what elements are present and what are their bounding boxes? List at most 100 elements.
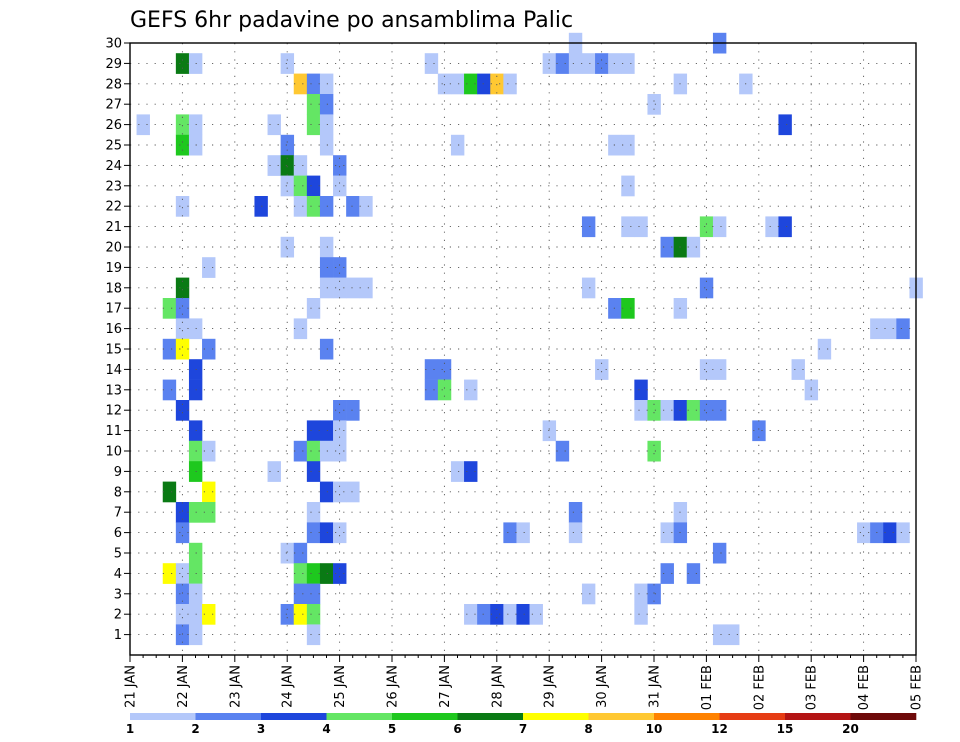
y-tick-label: 3 — [114, 587, 122, 602]
heatmap-cell — [319, 196, 334, 217]
heatmap-cell — [883, 522, 897, 544]
heatmap-cell — [293, 542, 308, 564]
heatmap-cell — [765, 216, 779, 238]
y-tick-label: 21 — [105, 220, 122, 235]
y-tick-label: 14 — [105, 363, 122, 378]
heatmap-cell — [267, 155, 281, 176]
heatmap-cell — [333, 277, 347, 299]
x-tick-label: 26 JAN — [386, 665, 401, 708]
y-tick-label: 7 — [114, 506, 122, 521]
heatmap-cell — [424, 359, 439, 380]
heatmap-cell — [712, 216, 727, 238]
heatmap-cell — [686, 563, 701, 584]
heatmap-cell — [621, 53, 635, 74]
y-tick-label: 19 — [105, 261, 122, 276]
heatmap-cell — [306, 461, 321, 482]
heatmap-cell — [306, 440, 321, 462]
heatmap-cell — [293, 440, 308, 462]
heatmap-cell — [175, 624, 190, 646]
heatmap-cell — [293, 583, 308, 605]
heatmap-cell — [359, 196, 373, 217]
x-tick-label: 30 JAN — [595, 665, 610, 708]
heatmap-cell — [778, 114, 792, 136]
x-tick-label: 31 JAN — [648, 665, 663, 708]
heatmap-cell — [516, 604, 530, 625]
heatmap-cell — [555, 53, 570, 74]
heatmap-cell — [319, 277, 334, 299]
heatmap-cell — [280, 134, 295, 156]
x-tick-label: 22 JAN — [176, 665, 191, 708]
heatmap-cell — [726, 624, 740, 646]
heatmap-cell — [333, 481, 347, 503]
heatmap-cell — [319, 73, 334, 95]
heatmap-cell — [306, 583, 321, 605]
y-tick-label: 13 — [105, 383, 122, 398]
heatmap-cell — [319, 257, 334, 278]
heatmap-cell — [293, 155, 308, 176]
heatmap-cell — [424, 53, 439, 74]
heatmap-cell — [529, 604, 543, 625]
heatmap-cell — [319, 338, 334, 360]
heatmap-cell — [319, 563, 334, 584]
y-tick-label: 20 — [105, 241, 122, 256]
heatmap-cell — [477, 73, 491, 95]
x-tick-label: 28 JAN — [490, 665, 505, 708]
y-tick-label: 5 — [114, 547, 122, 562]
y-tick-label: 1 — [114, 628, 122, 643]
heatmap-cell — [437, 73, 452, 95]
heatmap-cell — [162, 563, 177, 584]
y-tick-label: 23 — [105, 179, 122, 194]
heatmap-cell — [319, 440, 334, 462]
heatmap-cell — [293, 73, 308, 95]
x-tick-label: 04 FEB — [857, 665, 872, 710]
colorbar-swatch — [457, 713, 524, 720]
heatmap-cell — [712, 624, 727, 646]
heatmap-cell — [621, 216, 635, 238]
heatmap-cell — [333, 400, 347, 421]
heatmap-cell — [306, 563, 321, 584]
heatmap-cell — [333, 440, 347, 462]
colorbar-swatch — [523, 713, 589, 720]
heatmap-cell — [647, 94, 661, 115]
heatmap-cell — [503, 73, 517, 95]
x-tick-label: 02 FEB — [752, 665, 767, 710]
heatmap-cell — [306, 196, 321, 217]
y-tick-label: 29 — [105, 57, 122, 72]
heatmap-cell — [450, 73, 465, 95]
heatmap-cell — [359, 277, 373, 299]
y-tick-label: 26 — [105, 118, 122, 133]
x-axis-ticks: 21 JAN 22 JAN 23 JAN 24 JAN 25 JAN 26 JAN 27 J… — [124, 655, 925, 710]
heatmap-cell — [857, 522, 871, 544]
heatmap-cell — [333, 175, 347, 197]
heatmap-cell — [175, 134, 190, 156]
x-tick-label: 05 FEB — [910, 665, 925, 710]
heatmap-cell — [293, 175, 308, 197]
heatmap-cell — [280, 542, 295, 564]
y-tick-label: 2 — [114, 608, 122, 623]
x-tick-label: 24 JAN — [281, 665, 296, 708]
y-tick-label: 12 — [105, 404, 122, 419]
colorbar-label: 10 — [646, 722, 663, 736]
heatmap-cell — [634, 583, 648, 605]
colorbar-swatch — [785, 713, 851, 720]
heatmap-cell — [437, 379, 452, 401]
heatmap-cell — [202, 481, 216, 503]
heatmap-cell — [333, 563, 347, 584]
heatmap-cell — [202, 502, 216, 523]
y-tick-label: 30 — [105, 37, 122, 52]
heatmap-cell — [280, 236, 295, 258]
heatmap-cell — [175, 502, 190, 523]
heatmap-cell — [464, 604, 478, 625]
heatmap-cell — [437, 359, 452, 380]
colorbar-swatch — [654, 713, 720, 720]
heatmap-cell — [752, 420, 766, 442]
heatmap-cell — [175, 196, 190, 217]
heatmap-cell — [647, 583, 661, 605]
heatmap-cell — [621, 134, 635, 156]
y-tick-label: 10 — [105, 445, 122, 460]
heatmap-cell — [333, 257, 347, 278]
heatmap-cell — [175, 277, 190, 299]
heatmap-cell — [319, 522, 334, 544]
heatmap-cell — [293, 196, 308, 217]
heatmap-cell — [346, 481, 360, 503]
